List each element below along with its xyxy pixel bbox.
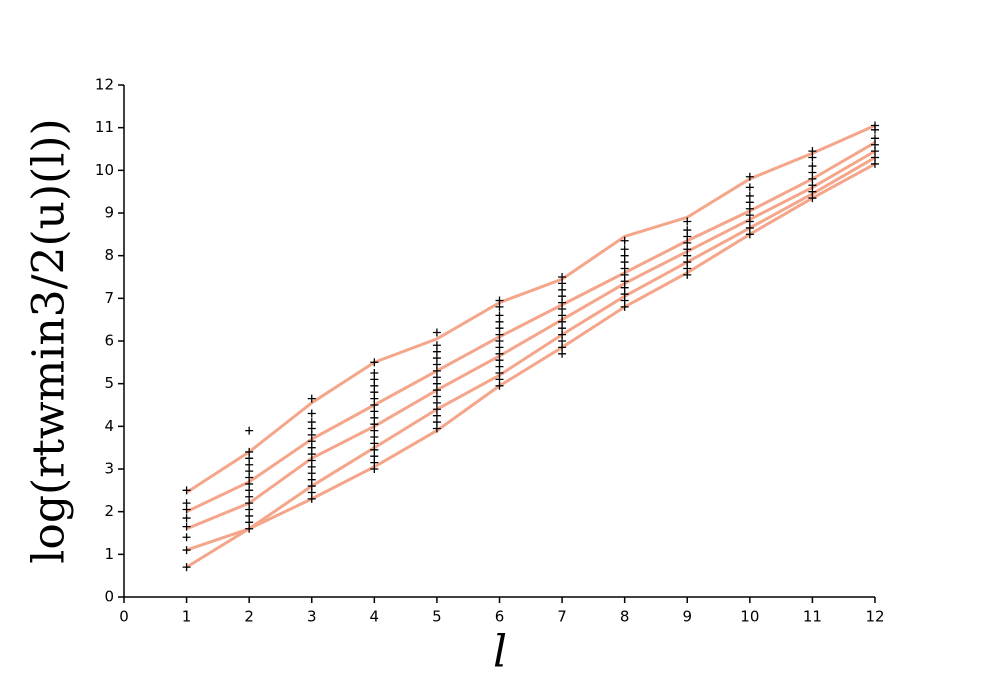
y-tick-label: 0 (104, 588, 114, 606)
series-line (186, 156, 876, 552)
y-tick-label: 9 (104, 204, 114, 222)
series-line (185, 141, 876, 514)
y-tick-label: 3 (104, 460, 114, 478)
scatter-point (683, 217, 692, 226)
x-tick-label: 2 (244, 608, 254, 626)
scatter-point (182, 533, 191, 542)
series-line (186, 149, 876, 531)
scatter-point (370, 358, 379, 367)
scatter-point (808, 162, 817, 171)
scatter-point (182, 499, 191, 508)
scatter-point (307, 394, 316, 403)
scatter-point (432, 341, 441, 350)
scatter-point (495, 311, 504, 320)
scatter-point (683, 226, 692, 235)
scatter-point (871, 121, 879, 130)
series-line (185, 124, 876, 494)
scatter-point (620, 236, 629, 245)
scatter-point (745, 191, 754, 200)
scatter-point (307, 418, 316, 427)
y-tick-label: 4 (104, 417, 114, 435)
x-tick-label: 1 (182, 608, 192, 626)
y-tick-label: 1 (104, 545, 114, 563)
x-tick-label: 7 (557, 608, 567, 626)
x-tick-label: 8 (620, 608, 630, 626)
scatter-point (871, 134, 879, 143)
scatter-point (745, 183, 754, 192)
x-tick-label: 10 (740, 608, 759, 626)
x-tick-label: 5 (432, 608, 442, 626)
scatter-point (620, 245, 629, 254)
y-tick-label: 10 (95, 161, 114, 179)
y-tick-label: 5 (104, 374, 114, 392)
scatter-point (182, 514, 191, 523)
scatter-point (182, 486, 191, 495)
x-tick-label: 4 (370, 608, 380, 626)
scatter-point (558, 273, 567, 281)
series-line (185, 162, 876, 569)
scatter-point (495, 296, 504, 305)
y-tick-label: 11 (95, 118, 114, 136)
scatter-point (432, 328, 441, 337)
scatter-point (370, 369, 379, 377)
x-tick-label: 11 (803, 608, 822, 626)
y-axis-label: log(rtwmin3/2(u)(l)) (24, 118, 75, 563)
x-tick-label: 6 (495, 608, 505, 626)
x-axis-label: l (493, 627, 507, 678)
x-tick-label: 0 (119, 608, 129, 626)
scatter-point (182, 563, 191, 572)
x-tick-label: 9 (682, 608, 692, 626)
y-tick-label: 2 (104, 502, 114, 520)
y-tick-label: 8 (104, 246, 114, 264)
scatter-point (307, 409, 316, 418)
scatter-point (245, 447, 254, 456)
y-tick-label: 6 (104, 332, 114, 350)
x-tick-label: 3 (307, 608, 317, 626)
y-tick-label: 12 (95, 76, 114, 94)
scatter-point (808, 147, 817, 156)
scatter-point (745, 172, 754, 181)
scatter-point (182, 546, 191, 555)
x-tick-label: 12 (865, 608, 884, 626)
scatter-point (245, 426, 254, 435)
scatter-point (182, 522, 191, 531)
y-tick-label: 7 (104, 289, 114, 307)
